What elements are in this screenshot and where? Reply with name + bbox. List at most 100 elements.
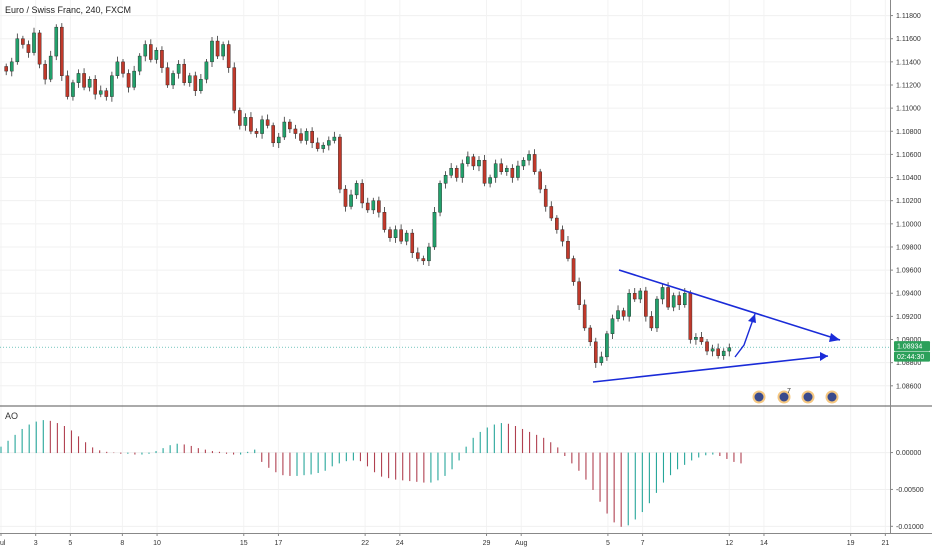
candle[interactable] xyxy=(182,58,186,86)
candle[interactable] xyxy=(621,307,626,321)
candle[interactable] xyxy=(121,58,125,78)
candle[interactable] xyxy=(321,142,326,153)
candle[interactable] xyxy=(249,112,253,135)
candle[interactable] xyxy=(377,196,381,218)
candle[interactable] xyxy=(471,153,476,171)
event-marker[interactable] xyxy=(825,390,839,404)
candle[interactable] xyxy=(82,68,86,91)
candle[interactable] xyxy=(327,136,331,151)
candle[interactable] xyxy=(660,283,665,305)
candle[interactable] xyxy=(226,40,231,73)
candle[interactable] xyxy=(549,201,554,221)
candle[interactable] xyxy=(410,229,415,258)
candle[interactable] xyxy=(532,149,537,175)
candle[interactable] xyxy=(721,348,726,360)
candle[interactable] xyxy=(516,160,520,181)
candle[interactable] xyxy=(616,305,620,322)
candle[interactable] xyxy=(126,69,131,93)
candle[interactable] xyxy=(349,189,353,210)
candle[interactable] xyxy=(566,235,570,262)
candle[interactable] xyxy=(115,56,120,79)
candle[interactable] xyxy=(293,124,298,139)
candle[interactable] xyxy=(677,291,682,311)
candle[interactable] xyxy=(332,131,337,144)
candle[interactable] xyxy=(404,230,409,246)
candle[interactable] xyxy=(54,24,59,61)
candle[interactable] xyxy=(221,41,225,61)
candle[interactable] xyxy=(416,247,420,262)
candle[interactable] xyxy=(187,72,192,87)
candle[interactable] xyxy=(360,179,364,209)
candle[interactable] xyxy=(199,73,203,94)
candle[interactable] xyxy=(443,171,448,189)
candle[interactable] xyxy=(588,325,593,346)
candle[interactable] xyxy=(671,292,676,312)
upper-trendline[interactable] xyxy=(618,269,841,341)
candle[interactable] xyxy=(699,332,704,345)
candle[interactable] xyxy=(15,33,20,65)
candle[interactable] xyxy=(371,197,376,214)
candle[interactable] xyxy=(104,87,109,101)
lower-trendline[interactable] xyxy=(592,355,829,383)
candle[interactable] xyxy=(705,338,709,356)
candle[interactable] xyxy=(76,69,81,88)
candle[interactable] xyxy=(638,288,643,304)
event-marker[interactable] xyxy=(801,390,815,404)
candle[interactable] xyxy=(210,36,214,68)
candle[interactable] xyxy=(98,85,103,98)
candle[interactable] xyxy=(521,157,526,171)
candle[interactable] xyxy=(160,46,164,73)
candle[interactable] xyxy=(288,119,292,134)
candle[interactable] xyxy=(215,35,220,59)
candle[interactable] xyxy=(110,71,114,102)
event-marker-group[interactable]: 7 xyxy=(777,388,792,404)
candle[interactable] xyxy=(149,39,153,63)
candle[interactable] xyxy=(254,128,259,138)
candle[interactable] xyxy=(48,50,53,83)
candle[interactable] xyxy=(43,60,47,85)
candle[interactable] xyxy=(655,296,659,333)
candle[interactable] xyxy=(87,76,92,92)
candle[interactable] xyxy=(176,60,181,79)
candle[interactable] xyxy=(204,58,209,84)
candle[interactable] xyxy=(649,311,654,331)
candle[interactable] xyxy=(694,333,698,345)
candle[interactable] xyxy=(260,115,264,139)
candle[interactable] xyxy=(4,63,9,76)
candle[interactable] xyxy=(165,62,170,88)
candle[interactable] xyxy=(449,163,453,179)
candle[interactable] xyxy=(171,70,175,90)
candle[interactable] xyxy=(137,53,142,76)
candle[interactable] xyxy=(577,277,581,311)
candle[interactable] xyxy=(9,57,14,77)
candle[interactable] xyxy=(265,114,270,129)
candle[interactable] xyxy=(65,70,70,100)
candle[interactable] xyxy=(315,137,320,152)
candle[interactable] xyxy=(438,180,442,217)
candle[interactable] xyxy=(71,79,75,101)
candle[interactable] xyxy=(716,343,720,359)
candle[interactable] xyxy=(421,255,426,265)
candle[interactable] xyxy=(632,288,637,302)
candle[interactable] xyxy=(193,71,198,96)
candle[interactable] xyxy=(382,207,387,233)
candle[interactable] xyxy=(427,242,431,267)
candle[interactable] xyxy=(282,116,287,140)
candle[interactable] xyxy=(388,226,392,242)
candle[interactable] xyxy=(21,35,25,49)
candle[interactable] xyxy=(527,150,531,166)
candle[interactable] xyxy=(238,107,242,130)
candle[interactable] xyxy=(710,344,715,357)
event-marker[interactable] xyxy=(752,390,766,404)
candle[interactable] xyxy=(26,40,31,58)
candle[interactable] xyxy=(399,224,403,245)
candle[interactable] xyxy=(37,30,42,69)
time-axis[interactable]: Jul 3 5 8 10 15 17 22 24 29 Aug 5 7 12 14 19 21 xyxy=(0,533,889,547)
candle[interactable] xyxy=(132,65,136,91)
ao-axis[interactable]: 0.00000 -0.00500 -0.01000 xyxy=(890,450,924,531)
candle[interactable] xyxy=(271,122,275,147)
candle[interactable] xyxy=(338,134,342,194)
candle[interactable] xyxy=(304,128,309,145)
triangle-pattern[interactable] xyxy=(592,269,841,383)
